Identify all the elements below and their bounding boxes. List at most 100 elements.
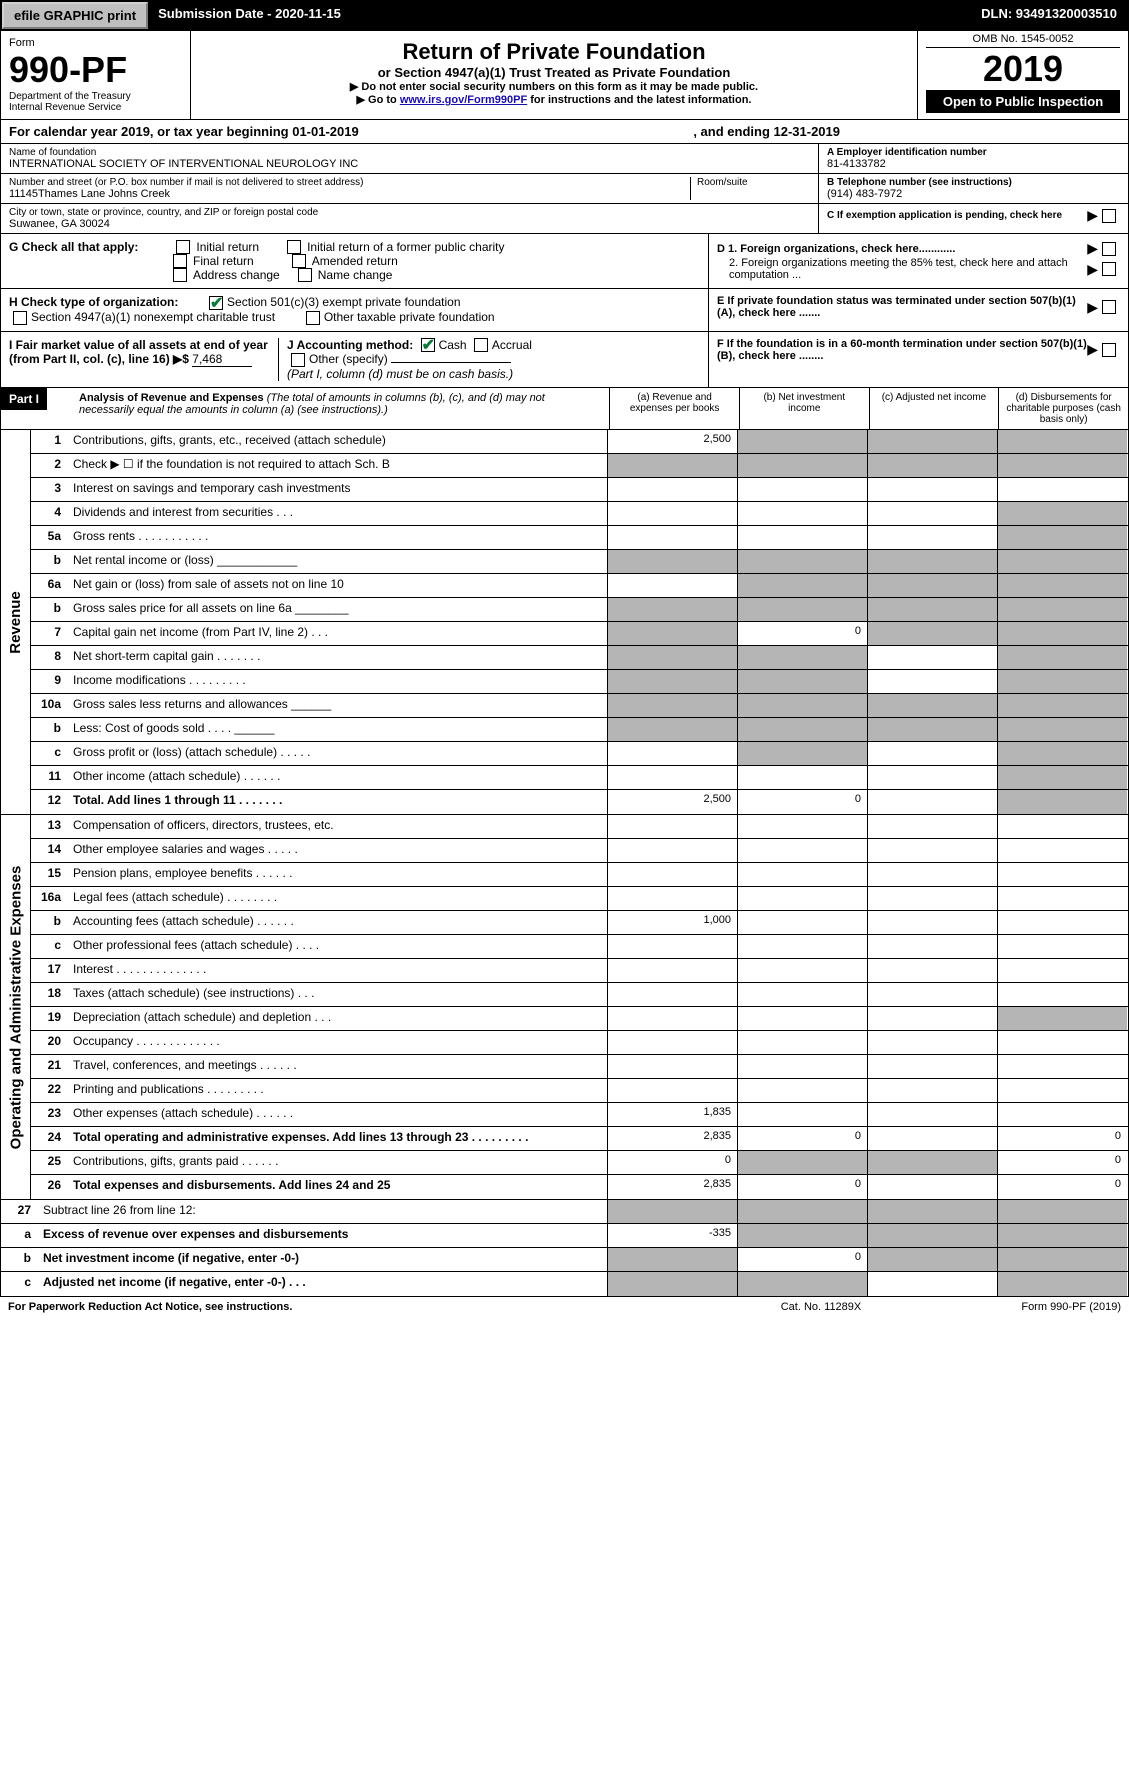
d1-label: D 1. Foreign organizations, check here..…: [717, 243, 955, 255]
table-row: 11Other income (attach schedule) . . . .…: [31, 766, 1128, 790]
check-row-g: G Check all that apply: Initial return I…: [0, 234, 1129, 289]
g-label: G Check all that apply:: [9, 240, 138, 254]
address-value: 11145Thames Lane Johns Creek: [9, 188, 690, 200]
table-row: 24Total operating and administrative exp…: [31, 1127, 1128, 1151]
room-label: Room/suite: [697, 177, 810, 188]
efile-print-button[interactable]: efile GRAPHIC print: [2, 2, 148, 29]
table-row: 8Net short-term capital gain . . . . . .…: [31, 646, 1128, 670]
table-row: 5aGross rents . . . . . . . . . . .: [31, 526, 1128, 550]
table-row: cAdjusted net income (if negative, enter…: [1, 1272, 1128, 1296]
part1-label: Part I: [1, 388, 47, 410]
table-row: 13Compensation of officers, directors, t…: [31, 815, 1128, 839]
j-note: (Part I, column (d) must be on cash basi…: [287, 367, 700, 381]
form-footer-label: Form 990-PF (2019): [921, 1301, 1121, 1313]
footer: For Paperwork Reduction Act Notice, see …: [0, 1297, 1129, 1317]
accrual-checkbox[interactable]: [474, 338, 488, 352]
table-row: 25Contributions, gifts, grants paid . . …: [31, 1151, 1128, 1175]
table-row: 7Capital gain net income (from Part IV, …: [31, 622, 1128, 646]
form-instruction-1: ▶ Do not enter social security numbers o…: [199, 80, 909, 93]
table-row: cGross profit or (loss) (attach schedule…: [31, 742, 1128, 766]
dept-treasury: Department of the Treasury: [9, 91, 182, 102]
cal-begin: For calendar year 2019, or tax year begi…: [9, 124, 359, 139]
city-label: City or town, state or province, country…: [9, 207, 810, 218]
exemption-pending-label: C If exemption application is pending, c…: [827, 210, 1087, 221]
form-number: 990-PF: [9, 49, 182, 91]
initial-return-checkbox[interactable]: [176, 240, 190, 254]
dln-label: DLN: 93491320003510: [971, 2, 1127, 29]
other-method-checkbox[interactable]: [291, 353, 305, 367]
table-row: bNet investment income (if negative, ent…: [1, 1248, 1128, 1272]
form-subtitle: or Section 4947(a)(1) Trust Treated as P…: [199, 65, 909, 80]
name-change-checkbox[interactable]: [298, 268, 312, 282]
f-label: F If the foundation is in a 60-month ter…: [717, 338, 1087, 362]
form-instruction-2: ▶ Go to www.irs.gov/Form990PF for instru…: [199, 93, 909, 106]
table-row: 6aNet gain or (loss) from sale of assets…: [31, 574, 1128, 598]
phone-value: (914) 483-7972: [827, 188, 1120, 200]
table-row: 26Total expenses and disbursements. Add …: [31, 1175, 1128, 1199]
info-row: Name of foundation INTERNATIONAL SOCIETY…: [0, 144, 1129, 234]
form-header-right: OMB No. 1545-0052 2019 Open to Public In…: [918, 31, 1128, 119]
other-taxable-checkbox[interactable]: [306, 311, 320, 325]
e-label: E If private foundation status was termi…: [717, 295, 1076, 319]
omb-number: OMB No. 1545-0052: [926, 33, 1120, 48]
table-row: 18Taxes (attach schedule) (see instructi…: [31, 983, 1128, 1007]
calendar-year-row: For calendar year 2019, or tax year begi…: [0, 120, 1129, 144]
form-label: Form: [9, 37, 182, 49]
check-row-h: H Check type of organization: Section 50…: [0, 289, 1129, 332]
col-a-header: (a) Revenue and expenses per books: [609, 388, 739, 429]
col-b-header: (b) Net investment income: [739, 388, 869, 429]
form-link[interactable]: www.irs.gov/Form990PF: [400, 94, 527, 106]
catalog-number: Cat. No. 11289X: [721, 1301, 921, 1313]
part1-header-row: Part I Analysis of Revenue and Expenses …: [0, 388, 1129, 430]
table-row: 22Printing and publications . . . . . . …: [31, 1079, 1128, 1103]
d2-checkbox[interactable]: [1102, 262, 1116, 276]
address-label: Number and street (or P.O. box number if…: [9, 177, 690, 188]
table-row: 2Check ▶ ☐ if the foundation is not requ…: [31, 454, 1128, 478]
name-label: Name of foundation: [9, 147, 810, 158]
h-label: H Check type of organization:: [9, 295, 178, 309]
table-row: 12Total. Add lines 1 through 11 . . . . …: [31, 790, 1128, 814]
exemption-pending-checkbox[interactable]: [1102, 209, 1116, 223]
cal-end: , and ending 12-31-2019: [693, 124, 840, 139]
table-row: 14Other employee salaries and wages . . …: [31, 839, 1128, 863]
final-return-checkbox[interactable]: [173, 254, 187, 268]
f-checkbox[interactable]: [1102, 343, 1116, 357]
table-row: 16aLegal fees (attach schedule) . . . . …: [31, 887, 1128, 911]
check-row-ij: I Fair market value of all assets at end…: [0, 332, 1129, 389]
address-change-checkbox[interactable]: [173, 268, 187, 282]
d1-checkbox[interactable]: [1102, 242, 1116, 256]
i-value: 7,468: [192, 352, 252, 367]
phone-label: B Telephone number (see instructions): [827, 177, 1120, 188]
tax-year: 2019: [926, 48, 1120, 90]
form-header-center: Return of Private Foundation or Section …: [191, 31, 918, 119]
form-header-left: Form 990-PF Department of the Treasury I…: [1, 31, 191, 119]
table-row: 19Depreciation (attach schedule) and dep…: [31, 1007, 1128, 1031]
paperwork-notice: For Paperwork Reduction Act Notice, see …: [8, 1301, 721, 1313]
4947a1-checkbox[interactable]: [13, 311, 27, 325]
col-c-header: (c) Adjusted net income: [869, 388, 999, 429]
table-row: 9Income modifications . . . . . . . . .: [31, 670, 1128, 694]
revenue-section: Revenue 1Contributions, gifts, grants, e…: [0, 430, 1129, 815]
e-checkbox[interactable]: [1102, 300, 1116, 314]
initial-return-former-checkbox[interactable]: [287, 240, 301, 254]
cash-checkbox[interactable]: [421, 338, 435, 352]
table-row: bAccounting fees (attach schedule) . . .…: [31, 911, 1128, 935]
j-label: J Accounting method:: [287, 338, 413, 352]
table-row: 1Contributions, gifts, grants, etc., rec…: [31, 430, 1128, 454]
open-public-label: Open to Public Inspection: [926, 90, 1120, 113]
table-row: 17Interest . . . . . . . . . . . . . .: [31, 959, 1128, 983]
table-row: 23Other expenses (attach schedule) . . .…: [31, 1103, 1128, 1127]
city-value: Suwanee, GA 30024: [9, 218, 810, 230]
amended-return-checkbox[interactable]: [292, 254, 306, 268]
irs-label: Internal Revenue Service: [9, 102, 182, 113]
submission-date-label: Submission Date - 2020-11-15: [148, 2, 351, 29]
topbar-spacer: [351, 2, 971, 29]
table-row: 10aGross sales less returns and allowanc…: [31, 694, 1128, 718]
501c3-checkbox[interactable]: [209, 296, 223, 310]
form-header-row: Form 990-PF Department of the Treasury I…: [0, 31, 1129, 120]
topbar: efile GRAPHIC print Submission Date - 20…: [0, 0, 1129, 31]
table-row: 21Travel, conferences, and meetings . . …: [31, 1055, 1128, 1079]
d2-label: 2. Foreign organizations meeting the 85%…: [729, 257, 1068, 281]
table-row: cOther professional fees (attach schedul…: [31, 935, 1128, 959]
form-title: Return of Private Foundation: [199, 39, 909, 65]
